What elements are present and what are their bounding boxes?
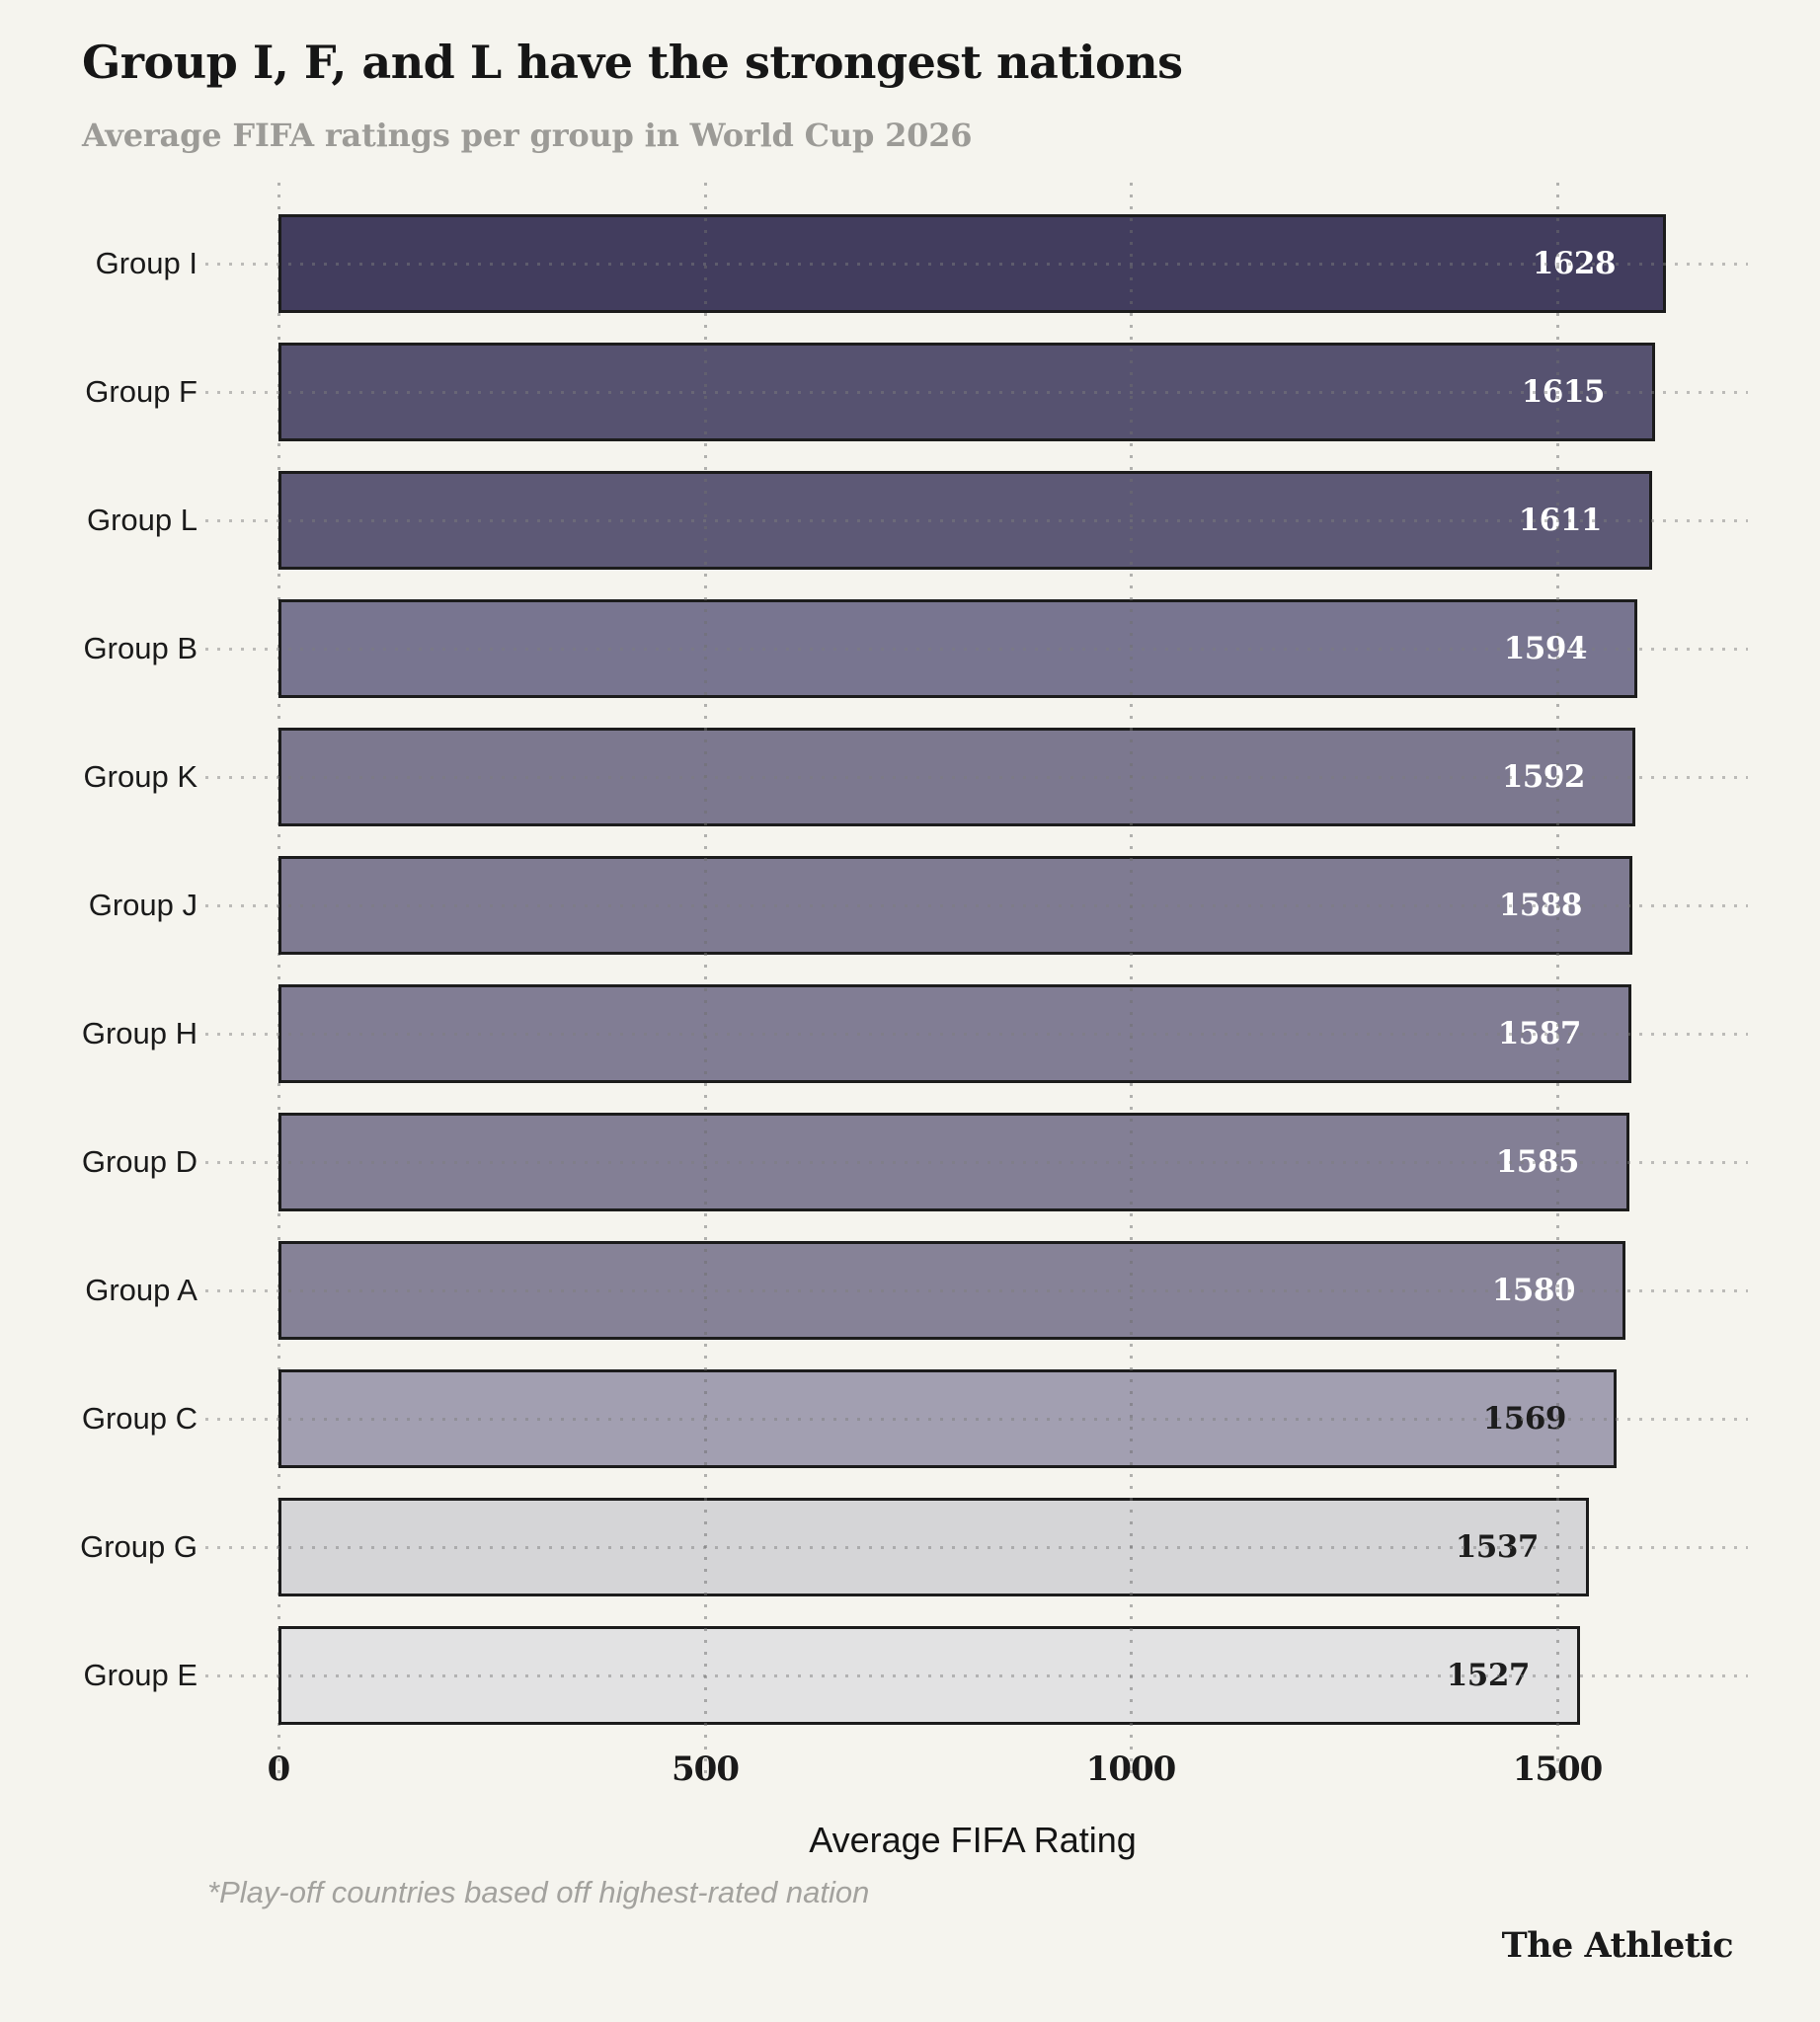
bar: 1611 (278, 471, 1652, 570)
x-tick-label: 0 (267, 1750, 291, 1789)
bar: 1587 (278, 984, 1631, 1083)
bar: 1594 (278, 599, 1637, 698)
category-label: Group H (81, 1016, 198, 1050)
bar-value-label: 1527 (1446, 1658, 1531, 1693)
bar-row: Group J 1588 (0, 841, 1820, 970)
dotted-leader-line (205, 1161, 1748, 1164)
bar-value-label: 1580 (1491, 1273, 1576, 1308)
gridline-1500 (1556, 183, 1559, 1775)
x-tick-label: 1000 (1085, 1750, 1177, 1789)
dotted-leader-line (205, 904, 1748, 907)
x-tick-label: 500 (672, 1750, 740, 1789)
bar-value-label: 1592 (1501, 759, 1586, 795)
bar-row: Group F 1615 (0, 328, 1820, 456)
category-label: Group B (83, 631, 198, 665)
dotted-leader-line (205, 519, 1748, 522)
bar: 1592 (278, 728, 1635, 826)
bar-value-label: 1587 (1497, 1016, 1582, 1051)
bar-row: Group I 1628 (0, 199, 1820, 328)
bar-value-label: 1611 (1518, 503, 1603, 538)
gridline-1000 (1130, 183, 1133, 1775)
bar-row: Group C 1569 (0, 1355, 1820, 1483)
category-label: Group A (85, 1273, 198, 1307)
bar: 1585 (278, 1113, 1629, 1211)
bar-row: Group A 1580 (0, 1226, 1820, 1355)
bar-row: Group B 1594 (0, 584, 1820, 713)
bar-value-label: 1615 (1521, 374, 1606, 410)
bar-row: Group D 1585 (0, 1098, 1820, 1226)
dotted-leader-line (205, 1289, 1748, 1292)
dotted-leader-line (205, 776, 1748, 779)
gridline-500 (704, 183, 707, 1775)
bar: 1527 (278, 1626, 1580, 1725)
category-label: Group J (88, 888, 198, 922)
bar-row: Group K 1592 (0, 713, 1820, 841)
bar-chart: Group I 1628 Group F 1615 Group L 1611 Group B… (0, 199, 1820, 1740)
footnote: *Play-off countries based off highest-ra… (207, 1875, 870, 1909)
bar-value-label: 1585 (1495, 1144, 1580, 1180)
bar-value-label: 1628 (1532, 246, 1617, 281)
category-label: Group L (86, 503, 198, 537)
category-label: Group C (81, 1401, 198, 1436)
category-label: Group F (85, 374, 198, 409)
x-axis-title: Average FIFA Rating (809, 1820, 1137, 1860)
bar-row: Group E 1527 (0, 1611, 1820, 1740)
bar-row: Group G 1537 (0, 1483, 1820, 1611)
dotted-leader-line (205, 391, 1748, 394)
category-label: Group K (83, 759, 198, 794)
bar: 1628 (278, 214, 1666, 313)
the-athletic-logo: The Athletic (1501, 1925, 1734, 1966)
bar: 1569 (278, 1369, 1617, 1468)
dotted-leader-line (205, 1674, 1748, 1677)
bar: 1537 (278, 1498, 1589, 1596)
dotted-leader-line (205, 648, 1748, 651)
dotted-leader-line (205, 1033, 1748, 1036)
gridline-0 (277, 183, 280, 1775)
bar: 1580 (278, 1241, 1625, 1340)
category-label: Group I (95, 246, 198, 280)
category-label: Group E (83, 1658, 198, 1692)
bar-row: Group L 1611 (0, 456, 1820, 584)
chart-title: Group I, F, and L have the strongest nat… (82, 36, 1183, 89)
bar: 1588 (278, 856, 1632, 955)
category-label: Group G (80, 1529, 198, 1564)
bar-row: Group H 1587 (0, 970, 1820, 1098)
bar-value-label: 1594 (1503, 631, 1588, 666)
dotted-leader-line (205, 1418, 1748, 1421)
chart-subtitle: Average FIFA ratings per group in World … (82, 117, 973, 154)
bar-value-label: 1537 (1455, 1529, 1540, 1565)
bar: 1615 (278, 343, 1655, 441)
dotted-leader-line (205, 1546, 1748, 1549)
x-tick-label: 1500 (1512, 1750, 1604, 1789)
bar-value-label: 1588 (1498, 888, 1583, 923)
category-label: Group D (81, 1144, 198, 1179)
dotted-leader-line (205, 263, 1748, 266)
bar-value-label: 1569 (1482, 1401, 1567, 1437)
